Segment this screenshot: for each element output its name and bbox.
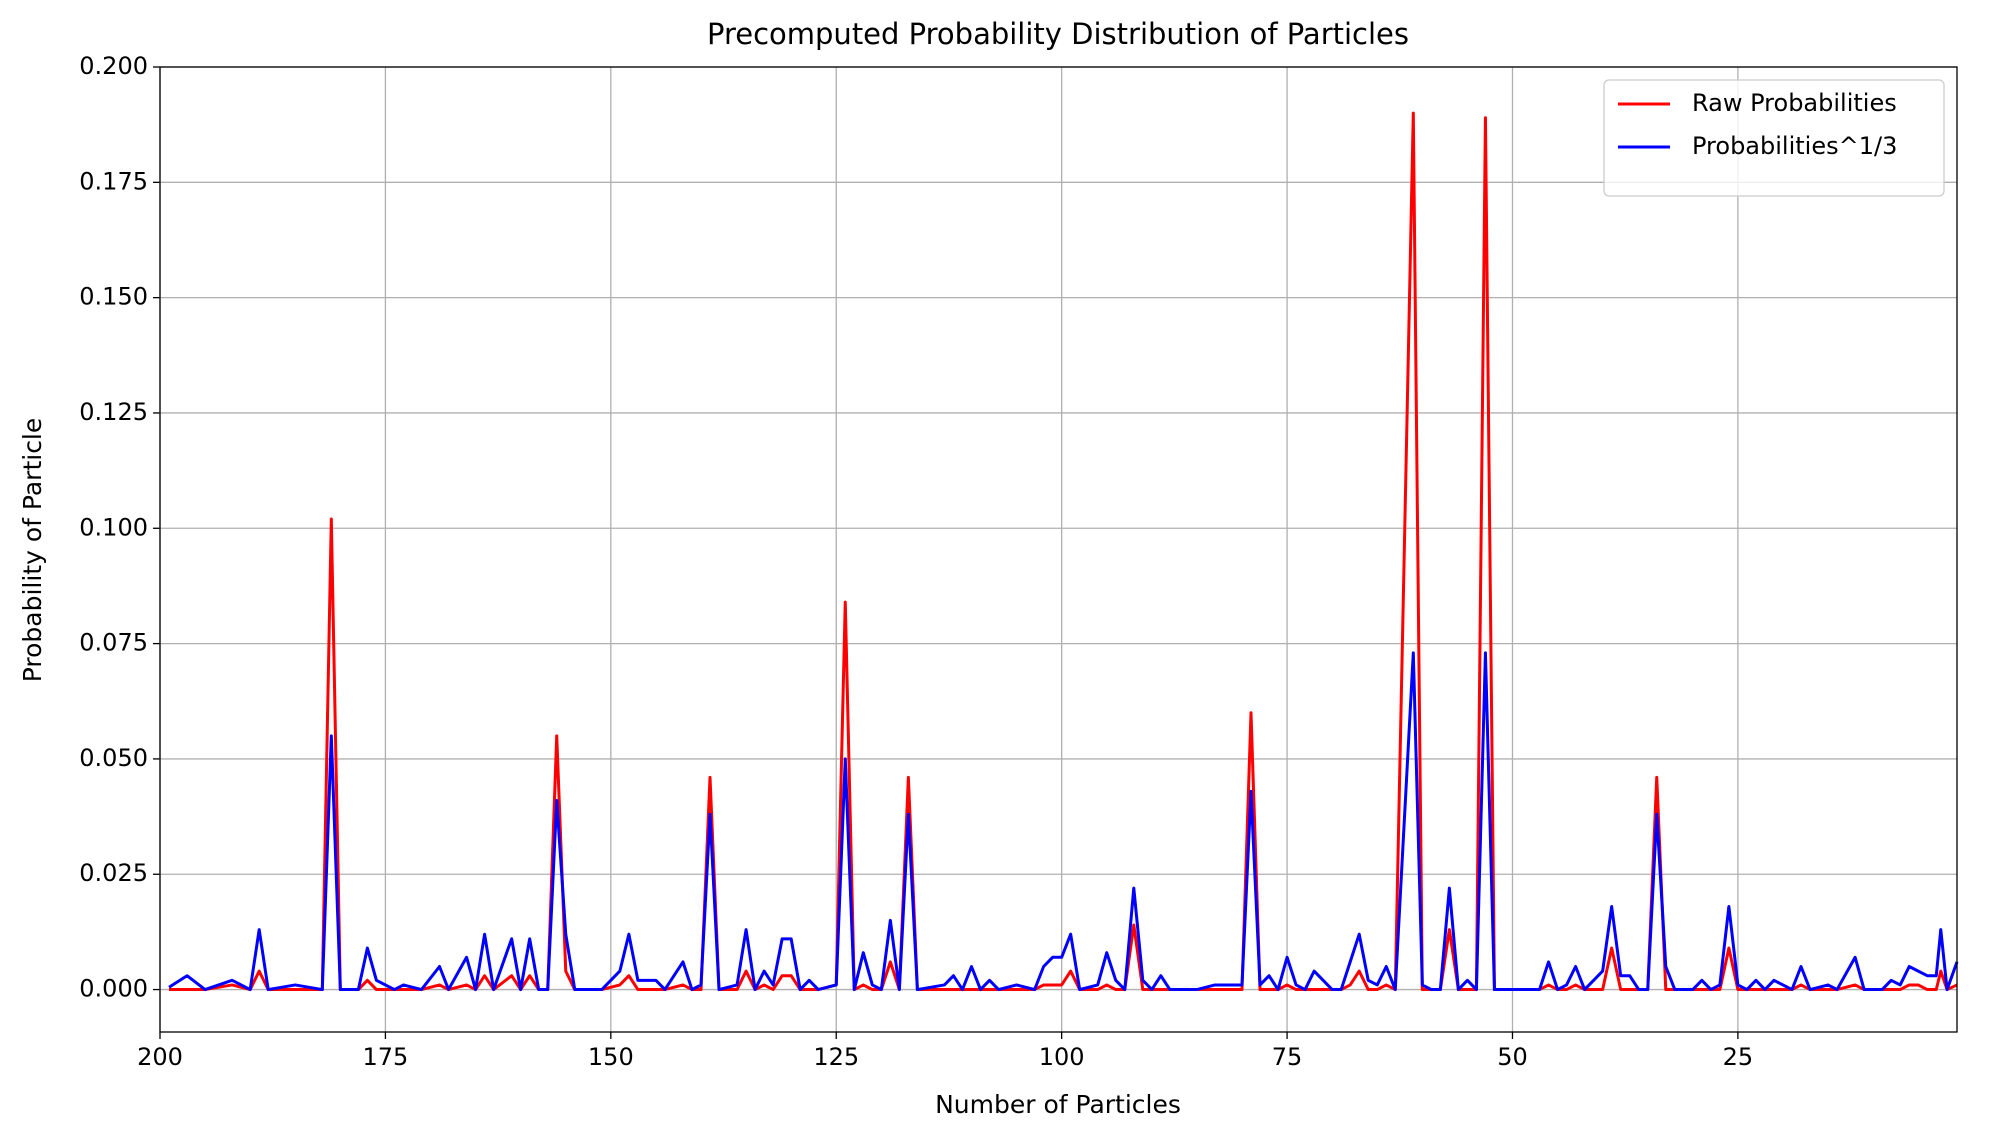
y-tick-label: 0.200	[79, 52, 148, 80]
x-tick-label: 200	[137, 1043, 183, 1071]
y-tick-label: 0.175	[79, 167, 148, 195]
plot-frame	[159, 66, 1958, 1033]
x-tick-label: 100	[1039, 1043, 1085, 1071]
x-tick-label: 150	[588, 1043, 634, 1071]
x-axis-label: Number of Particles	[935, 1090, 1181, 1119]
y-tick-label: 0.150	[79, 283, 148, 311]
x-tick-label: 50	[1497, 1043, 1528, 1071]
data-line	[169, 111, 1958, 992]
x-tick-label: 25	[1723, 1043, 1754, 1071]
y-tick-label: 0.100	[79, 513, 148, 541]
x-tick-label: 75	[1272, 1043, 1303, 1071]
y-axis-label: Probability of Particle	[18, 418, 47, 683]
legend: Raw Probabilities Probabilities^1/3	[1603, 79, 1945, 197]
y-tick-label: 0.050	[79, 744, 148, 772]
y-tick-label: 0.000	[79, 975, 148, 1003]
legend-label: Probabilities^1/3	[1692, 132, 1897, 160]
y-tick-label: 0.125	[79, 398, 148, 426]
data-line	[168, 651, 1959, 992]
chart-title: Precomputed Probability Distribution of …	[707, 17, 1409, 51]
x-tick-label: 125	[813, 1043, 859, 1071]
legend-box	[1603, 79, 1945, 197]
x-tick-label: 175	[363, 1043, 409, 1071]
y-tick-label: 0.075	[79, 629, 148, 657]
legend-label: Raw Probabilities	[1692, 89, 1897, 117]
y-tick-label: 0.025	[79, 859, 148, 887]
